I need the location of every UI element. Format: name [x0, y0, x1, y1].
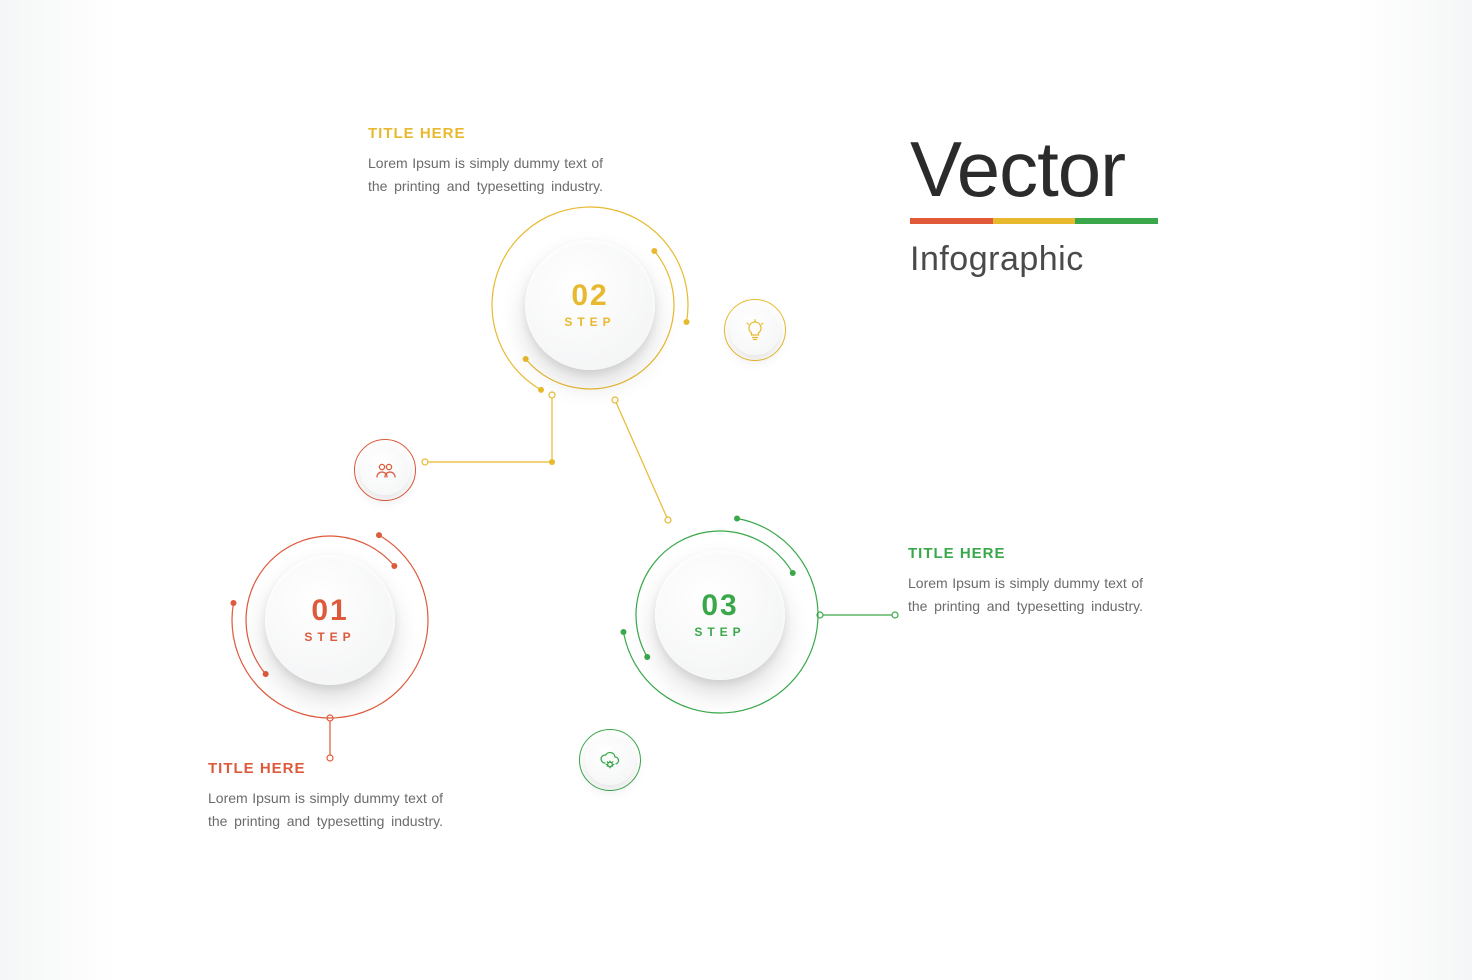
step-text-03: TITLE HERE Lorem Ipsum is simply dummy te…	[908, 545, 1143, 618]
brand-sub: Infographic	[910, 240, 1158, 279]
step-number: 02	[571, 281, 608, 311]
step-body: Lorem Ipsum is simply dummy text of the …	[908, 572, 1143, 618]
step-number: 03	[701, 591, 738, 621]
step-disc: 01 STEP	[265, 555, 395, 685]
step-title: TITLE HERE	[908, 545, 1143, 562]
brand-main: Vector	[910, 130, 1158, 208]
brand-color-bar	[910, 218, 1158, 224]
step-body: Lorem Ipsum is simply dummy text of the …	[208, 787, 443, 833]
brand-block: Vector Infographic	[910, 130, 1158, 279]
bulb-icon	[730, 305, 780, 355]
step-text-02: TITLE HERE Lorem Ipsum is simply dummy te…	[368, 125, 603, 198]
step-number: 01	[311, 596, 348, 626]
step-text-01: TITLE HERE Lorem Ipsum is simply dummy te…	[208, 760, 443, 833]
brand-bar-seg-2	[993, 218, 1076, 224]
step-02: 02 STEP	[480, 195, 700, 415]
users-icon	[360, 445, 410, 495]
step-body: Lorem Ipsum is simply dummy text of the …	[368, 152, 603, 198]
step-label: STEP	[564, 315, 615, 329]
step-disc: 02 STEP	[525, 240, 655, 370]
brand-bar-seg-3	[1075, 218, 1158, 224]
step-disc: 03 STEP	[655, 550, 785, 680]
step-01: 01 STEP	[220, 510, 440, 730]
step-title: TITLE HERE	[208, 760, 443, 777]
infographic-canvas: Vector Infographic 01 STEP TITLE HERE Lorem…	[0, 0, 1472, 980]
step-label: STEP	[304, 630, 355, 644]
step-label: STEP	[694, 625, 745, 639]
step-03: 03 STEP	[610, 505, 830, 725]
step-title: TITLE HERE	[368, 125, 603, 142]
brand-bar-seg-1	[910, 218, 993, 224]
cloud-gear-icon	[585, 735, 635, 785]
